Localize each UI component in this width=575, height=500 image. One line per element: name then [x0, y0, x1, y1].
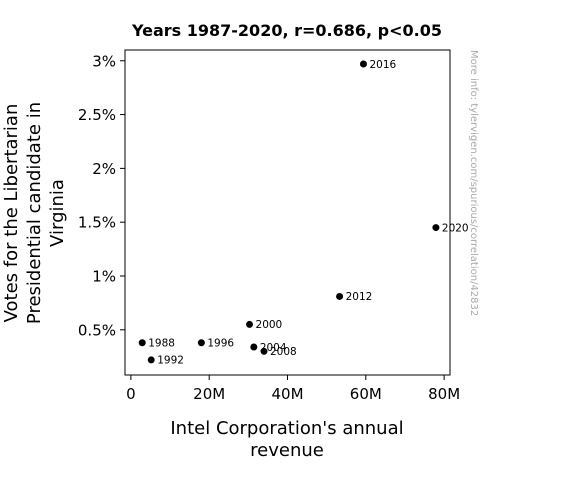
x-tick-label-2: 40M — [271, 385, 303, 403]
data-point-2008 — [260, 347, 268, 355]
data-point-1992 — [147, 356, 155, 364]
y-axis-label: Votes for the Libertarian Presidential c… — [1, 102, 68, 324]
x-tick-label-4: 80M — [428, 385, 460, 403]
data-point-2016 — [359, 60, 367, 68]
x-tick-label-1: 20M — [193, 385, 225, 403]
data-point-label-1992: 1992 — [157, 355, 184, 367]
data-point-2000 — [246, 320, 254, 328]
x-axis-label-line-1: Intel Corporation's annual — [170, 418, 403, 439]
x-tick-label-3: 60M — [350, 385, 382, 403]
y-tick-label-3: 2% — [92, 160, 116, 178]
data-point-label-2016: 2016 — [369, 59, 396, 71]
data-point-label-2012: 2012 — [346, 291, 373, 303]
data-point-2012 — [336, 292, 344, 300]
data-point-2004 — [250, 343, 258, 351]
y-axis-label-line-2: Presidential candidate in — [24, 102, 45, 324]
y-tick-label-4: 2.5% — [78, 106, 116, 124]
data-point-label-1996: 1996 — [207, 338, 234, 350]
y-axis-label-line-1: Votes for the Libertarian — [1, 104, 22, 323]
y-tick-label-1: 1% — [92, 267, 116, 285]
data-point-1988 — [138, 339, 146, 347]
data-point-label-2020: 2020 — [442, 222, 469, 234]
y-tick-label-0: 0.5% — [78, 321, 116, 339]
watermark-text: More info: tylervigen.com/spurious/corre… — [468, 50, 479, 316]
x-tick-label-0: 0 — [126, 385, 136, 403]
x-axis-ticks: 0 20M 40M 60M 80M — [126, 375, 460, 403]
plot-area-frame — [124, 49, 451, 376]
data-point-label-2000: 2000 — [256, 319, 283, 331]
data-point-label-2008: 2008 — [270, 346, 297, 358]
y-axis-ticks: 0.5% 1% 1.5% 2% 2.5% 3% — [78, 52, 125, 339]
data-point-1996 — [197, 339, 205, 347]
chart-title: Years 1987-2020, r=0.686, p<0.05 — [131, 21, 442, 40]
y-tick-label-5: 3% — [92, 52, 116, 70]
data-point-2020 — [432, 224, 440, 232]
x-axis-label-line-2: revenue — [250, 440, 324, 461]
data-point-label-1988: 1988 — [148, 338, 175, 350]
y-axis-label-line-3: Virginia — [47, 179, 68, 247]
y-tick-label-2: 1.5% — [78, 214, 116, 232]
